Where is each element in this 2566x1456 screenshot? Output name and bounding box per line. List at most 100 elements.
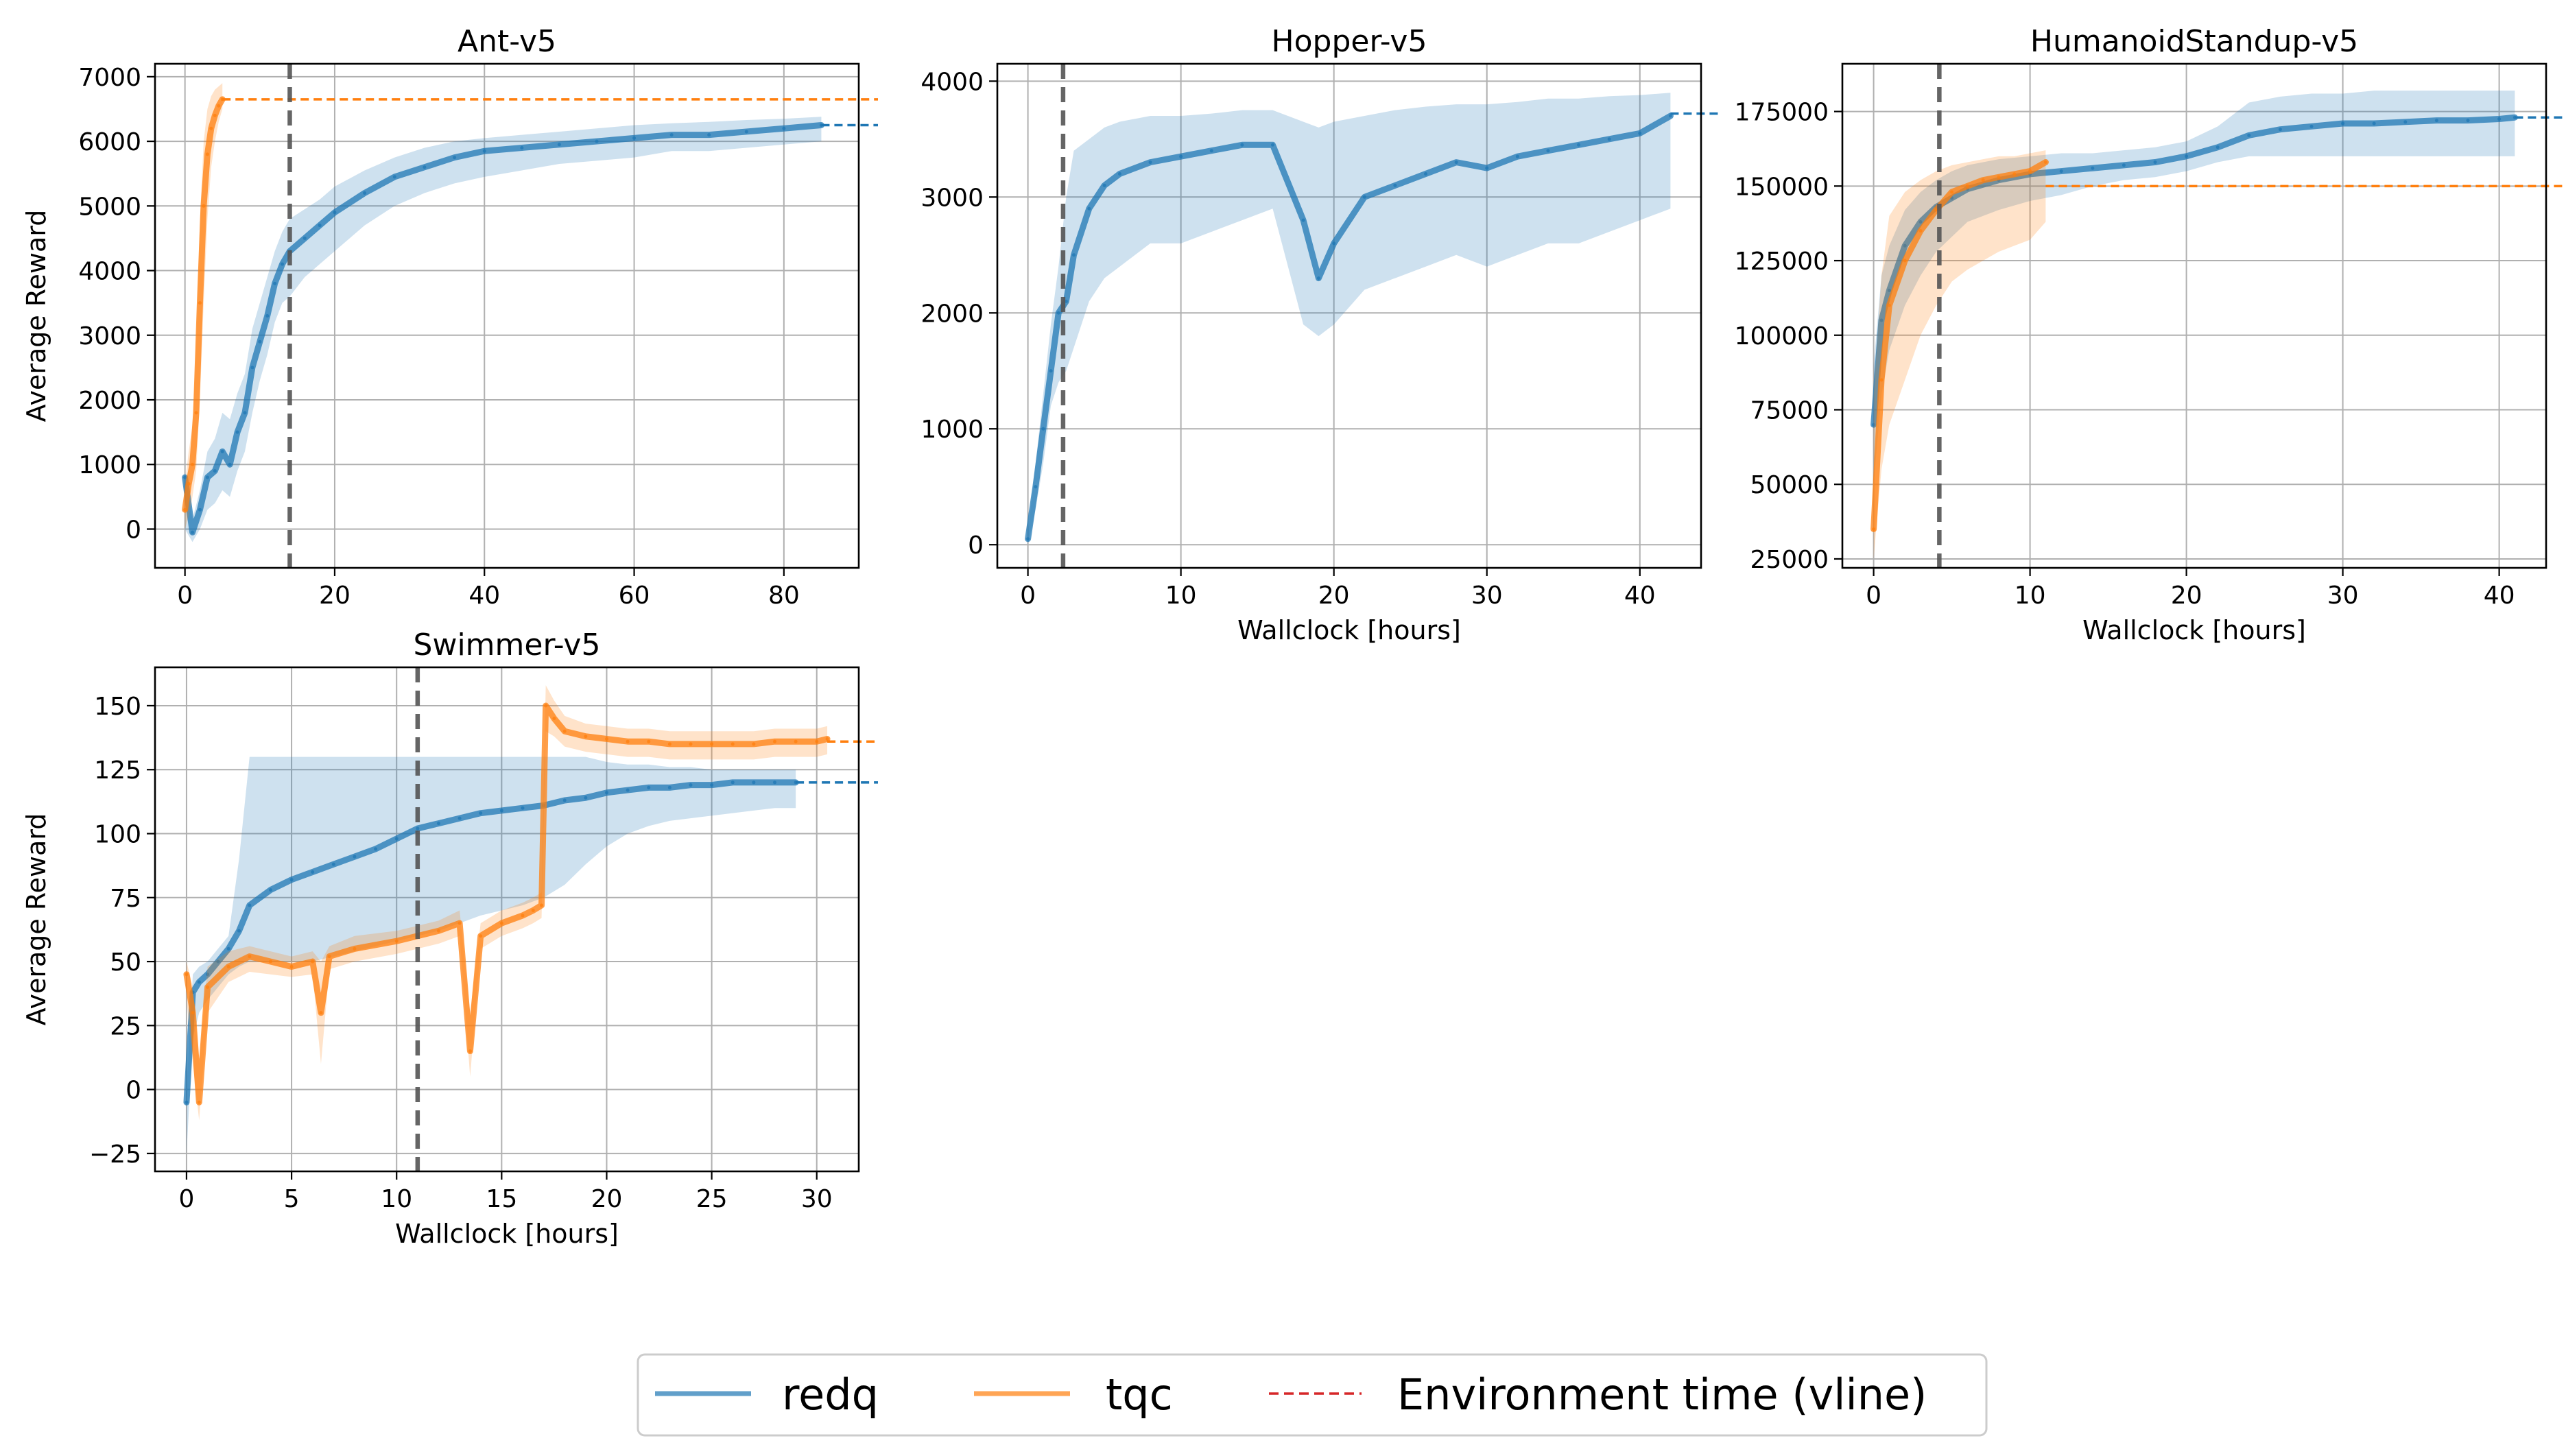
swimmer-point-tqc-22 (544, 704, 548, 708)
hopper-point-redq-4 (1056, 311, 1060, 315)
ant-point-redq-6 (228, 462, 232, 466)
swimmer-point-tqc-5 (248, 955, 252, 959)
swimmer-xtick-label-5: 25 (696, 1185, 728, 1213)
swimmer-xtick-label-0: 0 (178, 1185, 194, 1213)
swimmer-point-tqc-7 (289, 965, 294, 969)
hopper-point-redq-17 (1332, 241, 1336, 246)
ant-point-redq-5 (220, 449, 224, 453)
ant-ytick-label-7: 7000 (78, 64, 141, 92)
humanoidstandup-point-redq-21 (2403, 120, 2408, 124)
hopper-point-redq-27 (1638, 131, 1642, 135)
humanoidstandup-point-tqc-7 (1965, 184, 1969, 188)
ant-point-redq-11 (265, 314, 270, 318)
hopper-ytick-label-0: 0 (968, 532, 984, 560)
ant-ytick-label-6: 6000 (78, 128, 141, 156)
hopper-xtick-label-2: 20 (1318, 582, 1350, 610)
swimmer-xtick-label-2: 10 (381, 1185, 412, 1213)
swimmer-point-tqc-24 (562, 729, 567, 733)
ant-point-redq-24 (557, 143, 561, 147)
swimmer-point-redq-29 (710, 783, 714, 787)
humanoidstandup-point-redq-19 (2341, 121, 2345, 126)
swimmer-point-redq-30 (730, 780, 735, 785)
humanoidstandup-ytick-label-0: 25000 (1750, 546, 1829, 574)
humanoidstandup-point-tqc-1 (1879, 378, 1884, 382)
swimmer-point-tqc-14 (436, 929, 440, 933)
humanoidstandup-band-redq (1873, 91, 2515, 485)
ant-point-redq-7 (235, 430, 239, 434)
swimmer-point-redq-8 (268, 888, 272, 892)
ant-xtick-label-3: 60 (619, 582, 650, 610)
ant-point-redq-29 (744, 130, 748, 134)
swimmer-point-tqc-23 (552, 717, 556, 721)
humanoidstandup-xtick-label-2: 20 (2171, 582, 2202, 610)
swimmer-point-tqc-31 (710, 742, 714, 746)
swimmer-point-tqc-9 (319, 1011, 323, 1015)
swimmer-point-tqc-29 (667, 742, 672, 746)
hopper-point-redq-24 (1546, 149, 1550, 153)
swimmer-point-redq-22 (562, 798, 567, 802)
hopper-point-redq-3 (1049, 369, 1053, 373)
ant-point-redq-30 (782, 126, 786, 130)
humanoidstandup-point-tqc-10 (2012, 172, 2017, 176)
ant-point-redq-3 (205, 475, 209, 479)
ant-plot-area (182, 83, 824, 542)
swimmer-point-redq-9 (289, 878, 294, 882)
swimmer-xtick-label-3: 15 (486, 1185, 517, 1213)
swimmer-point-tqc-33 (752, 742, 756, 746)
hopper-xtick-label-0: 0 (1020, 582, 1036, 610)
swimmer-ytick-label-4: 75 (110, 885, 141, 913)
swimmer-point-tqc-37 (825, 737, 829, 741)
swimmer-point-redq-23 (584, 796, 588, 800)
ant-ytick-label-5: 5000 (78, 193, 141, 221)
ant-band-redq (185, 117, 822, 542)
ant-point-tqc-8 (213, 113, 217, 117)
swimmer-ytick-label-1: 0 (126, 1077, 141, 1105)
swimmer-point-tqc-28 (647, 739, 651, 743)
humanoidstandup-point-redq-11 (2091, 166, 2095, 170)
hopper-point-redq-16 (1316, 276, 1320, 281)
hopper-xtick-label-3: 30 (1471, 582, 1503, 610)
swimmer-point-tqc-20 (531, 908, 535, 912)
hopper-point-redq-28 (1668, 114, 1672, 118)
swimmer-line-redq (183, 779, 799, 1106)
ant-point-tqc-7 (209, 126, 213, 130)
swimmer-point-redq-10 (311, 870, 315, 874)
ant-ytick-label-3: 3000 (78, 322, 141, 350)
swimmer-ytick-label-3: 50 (110, 948, 141, 977)
ant-point-redq-9 (250, 366, 254, 370)
humanoidstandup-ytick-label-6: 175000 (1735, 99, 1829, 127)
hopper-ytick-label-1: 1000 (920, 416, 984, 444)
hopper-point-redq-8 (1102, 183, 1106, 187)
swimmer-point-tqc-16 (468, 1049, 472, 1053)
legend-label-vline: Environment time (vline) (1397, 1370, 1927, 1420)
swimmer-point-redq-12 (353, 855, 357, 859)
ant-point-redq-2 (198, 508, 202, 512)
hopper-point-redq-23 (1515, 154, 1519, 158)
swimmer-ytick-label-0: −25 (89, 1141, 141, 1169)
swimmer-point-redq-16 (436, 822, 440, 826)
hopper-point-redq-0 (1026, 537, 1030, 541)
ant-ylabel: Average Reward (21, 210, 51, 422)
ant-point-redq-21 (453, 156, 457, 160)
ant-point-redq-25 (595, 139, 599, 143)
humanoidstandup-point-tqc-11 (2028, 169, 2032, 174)
humanoidstandup-ytick-label-4: 125000 (1735, 248, 1829, 276)
swimmer-point-redq-27 (667, 785, 672, 789)
legend-label-tqc: tqc (1106, 1370, 1173, 1420)
humanoidstandup-point-redq-24 (2497, 117, 2502, 121)
swimmer-axes-frame (154, 666, 860, 1173)
swimmer-point-redq-28 (689, 783, 693, 787)
hopper-xtick-label-4: 40 (1624, 582, 1656, 610)
swimmer-xtick-label-6: 30 (801, 1185, 833, 1213)
swimmer-ytick-label-5: 100 (94, 821, 141, 849)
ant-point-redq-26 (632, 136, 637, 140)
swimmer-plot-area (183, 685, 831, 1154)
humanoidstandup-point-redq-1 (1879, 318, 1884, 322)
ant-point-redq-15 (302, 236, 307, 240)
swimmer-point-tqc-26 (604, 737, 608, 741)
ant-xtick-label-1: 20 (319, 582, 351, 610)
swimmer-point-tqc-3 (206, 985, 210, 989)
humanoidstandup-point-tqc-6 (1950, 190, 1954, 194)
ant-point-tqc-1 (187, 482, 191, 486)
